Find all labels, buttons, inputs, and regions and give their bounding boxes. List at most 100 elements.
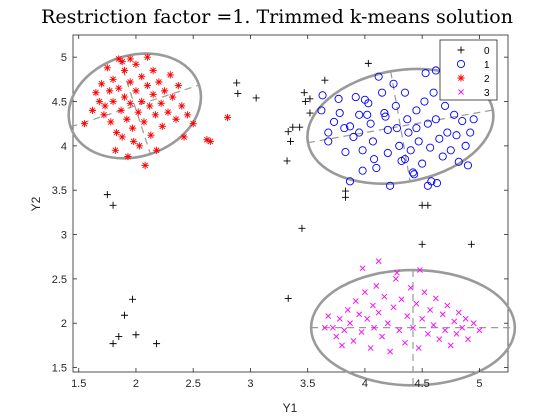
point-series-1 [410,170,419,179]
point-series-3 [375,309,382,316]
legend-marker-3 [458,89,464,95]
point-series-1 [395,141,404,150]
point-series-2 [115,84,123,92]
point-series-2 [92,89,100,97]
point-series-1 [440,101,450,110]
point-series-1 [345,122,355,131]
x-tick-label: 1.5 [71,378,86,390]
point-series-3 [373,283,380,289]
point-series-3 [436,336,443,343]
point-series-0 [103,191,111,199]
point-series-2 [134,108,142,116]
point-series-3 [392,275,399,282]
point-series-0 [153,340,161,348]
point-series-2 [118,58,126,66]
legend-marker-0 [457,46,465,54]
point-series-0 [284,128,292,136]
point-series-2 [152,146,161,154]
x-tick-label: 4 [362,378,368,390]
point-series-3 [325,313,332,320]
point-series-2 [130,137,138,146]
point-series-1 [420,97,429,106]
series-2 [80,53,232,169]
point-series-3 [350,338,357,344]
point-series-2 [143,53,152,61]
point-series-3 [470,320,477,327]
point-series-3 [444,302,451,309]
point-series-1 [404,128,413,137]
point-series-0 [283,157,291,165]
x-tick-label: 2 [133,378,139,390]
point-series-1 [334,94,343,103]
point-series-3 [356,311,363,318]
point-series-0 [289,123,297,131]
point-series-2 [126,55,134,63]
point-series-3 [321,324,328,331]
point-series-1 [389,79,398,88]
point-series-1 [443,128,452,137]
point-series-0 [109,340,117,348]
chart-title: Restriction factor =1. Trimmed k-means s… [41,6,513,28]
point-series-1 [370,155,379,164]
point-series-0 [321,76,329,84]
point-series-1 [358,146,367,155]
point-series-2 [166,71,174,79]
point-series-3 [459,324,466,331]
point-series-3 [370,302,376,309]
point-series-3 [339,342,345,349]
point-series-0 [301,98,309,106]
point-series-1 [317,106,326,115]
point-series-2 [123,115,131,123]
point-series-3 [352,298,359,304]
point-series-2 [160,87,169,95]
axes: 1.5 2 2.5 3 3.5 4 4.5 5 1.5 2 2.5 3 3.5 4 4.5 5 [52,35,508,390]
point-series-2 [120,93,129,101]
point-series-2 [88,106,97,114]
point-series-3 [359,265,366,272]
point-series-2 [107,118,115,126]
y-tick-label: 4.5 [52,97,67,109]
point-series-1 [340,124,349,133]
point-series-3 [453,330,460,337]
x-tick-label: 5 [476,378,482,390]
legend-label-3: 3 [484,88,490,99]
point-series-2 [143,81,152,90]
point-series-2 [118,133,126,141]
legend-label-0: 0 [484,46,490,57]
point-series-2 [112,128,121,137]
point-series-0 [364,59,372,67]
point-series-0 [234,90,242,98]
point-series-1 [452,131,461,140]
point-series-3 [390,304,397,311]
point-series-3 [410,324,416,331]
point-series-1 [318,91,327,100]
legend-box [439,39,498,101]
point-series-3 [367,345,374,351]
ellipse-major-axis-1 [307,109,493,144]
point-series-2 [155,78,163,86]
point-series-2 [138,73,146,81]
point-series-0 [467,240,475,248]
legend-marker-1 [456,59,466,69]
point-series-2 [203,136,211,144]
point-series-0 [132,331,140,339]
point-series-0 [284,294,292,302]
point-series-1 [368,137,377,146]
point-series-3 [398,296,405,303]
point-series-0 [306,95,314,103]
point-series-1 [454,157,463,166]
point-series-3 [394,269,400,276]
point-series-1 [400,155,410,164]
point-series-1 [466,128,475,137]
series-3 [321,258,483,355]
x-tick-label: 4.5 [414,378,429,390]
point-series-0 [252,94,260,102]
point-series-1 [414,137,423,146]
point-series-1 [423,119,432,128]
point-series-3 [361,289,368,296]
point-series-1 [345,177,355,186]
point-series-2 [101,102,109,110]
cluster-ellipse-1 [306,67,495,186]
point-series-3 [462,315,469,322]
point-series-3 [427,307,434,313]
